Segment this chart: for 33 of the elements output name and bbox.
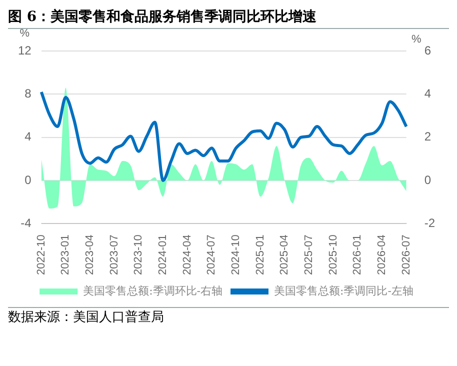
source-note: 数据来源：美国人口普查局 bbox=[8, 308, 449, 326]
x-tick-label: 2024-07 bbox=[206, 234, 218, 276]
x-tick-label: 2023-07 bbox=[108, 234, 120, 276]
x-tick-label: 2026-01 bbox=[352, 234, 364, 276]
y-tick-label: 0 bbox=[24, 172, 32, 187]
line-series bbox=[40, 90, 408, 182]
x-tick-label: 2025-10 bbox=[327, 234, 340, 276]
x-tick-label: 2025-01 bbox=[254, 234, 266, 276]
x-tick-label: 2026-04 bbox=[376, 234, 388, 276]
chart-title: 图 6：美国零售和食品服务销售季调同比环比增速 bbox=[8, 8, 449, 29]
y-tick-label: 8 bbox=[24, 86, 32, 100]
x-tick-label: 2025-04 bbox=[278, 234, 291, 276]
y2-tick-label: 0 bbox=[424, 172, 432, 187]
legend-label: 美国零售总额:季调环比-右轴 bbox=[83, 284, 223, 298]
x-tick-label: 2022-10 bbox=[35, 234, 48, 276]
y2-tick-label: 4 bbox=[424, 86, 432, 100]
legend-label: 美国零售总额:季调同比-左轴 bbox=[274, 284, 414, 298]
y2-axis-title: % bbox=[411, 34, 422, 46]
x-tick-label: 2026-07 bbox=[400, 234, 412, 276]
x-tick-label: 2024-04 bbox=[181, 234, 194, 276]
x-tick-label: 2023-04 bbox=[84, 234, 96, 276]
y2-tick-label: -2 bbox=[424, 216, 436, 230]
x-tick-label: 2024-01 bbox=[157, 234, 170, 276]
y2-tick-label: 2 bbox=[424, 130, 432, 144]
x-tick-label: 2023-10 bbox=[132, 234, 145, 276]
x-tick-label: 2025-07 bbox=[303, 234, 316, 276]
y-tick-label: 4 bbox=[24, 130, 32, 144]
y-axis-title: % bbox=[20, 28, 30, 40]
y-tick-label: 12 bbox=[18, 43, 32, 58]
y-tick-label: -4 bbox=[20, 216, 32, 230]
y2-tick-label: 6 bbox=[424, 43, 432, 58]
x-tick-label: 2024-10 bbox=[230, 234, 242, 276]
x-tick-label: 2023-01 bbox=[60, 234, 72, 276]
